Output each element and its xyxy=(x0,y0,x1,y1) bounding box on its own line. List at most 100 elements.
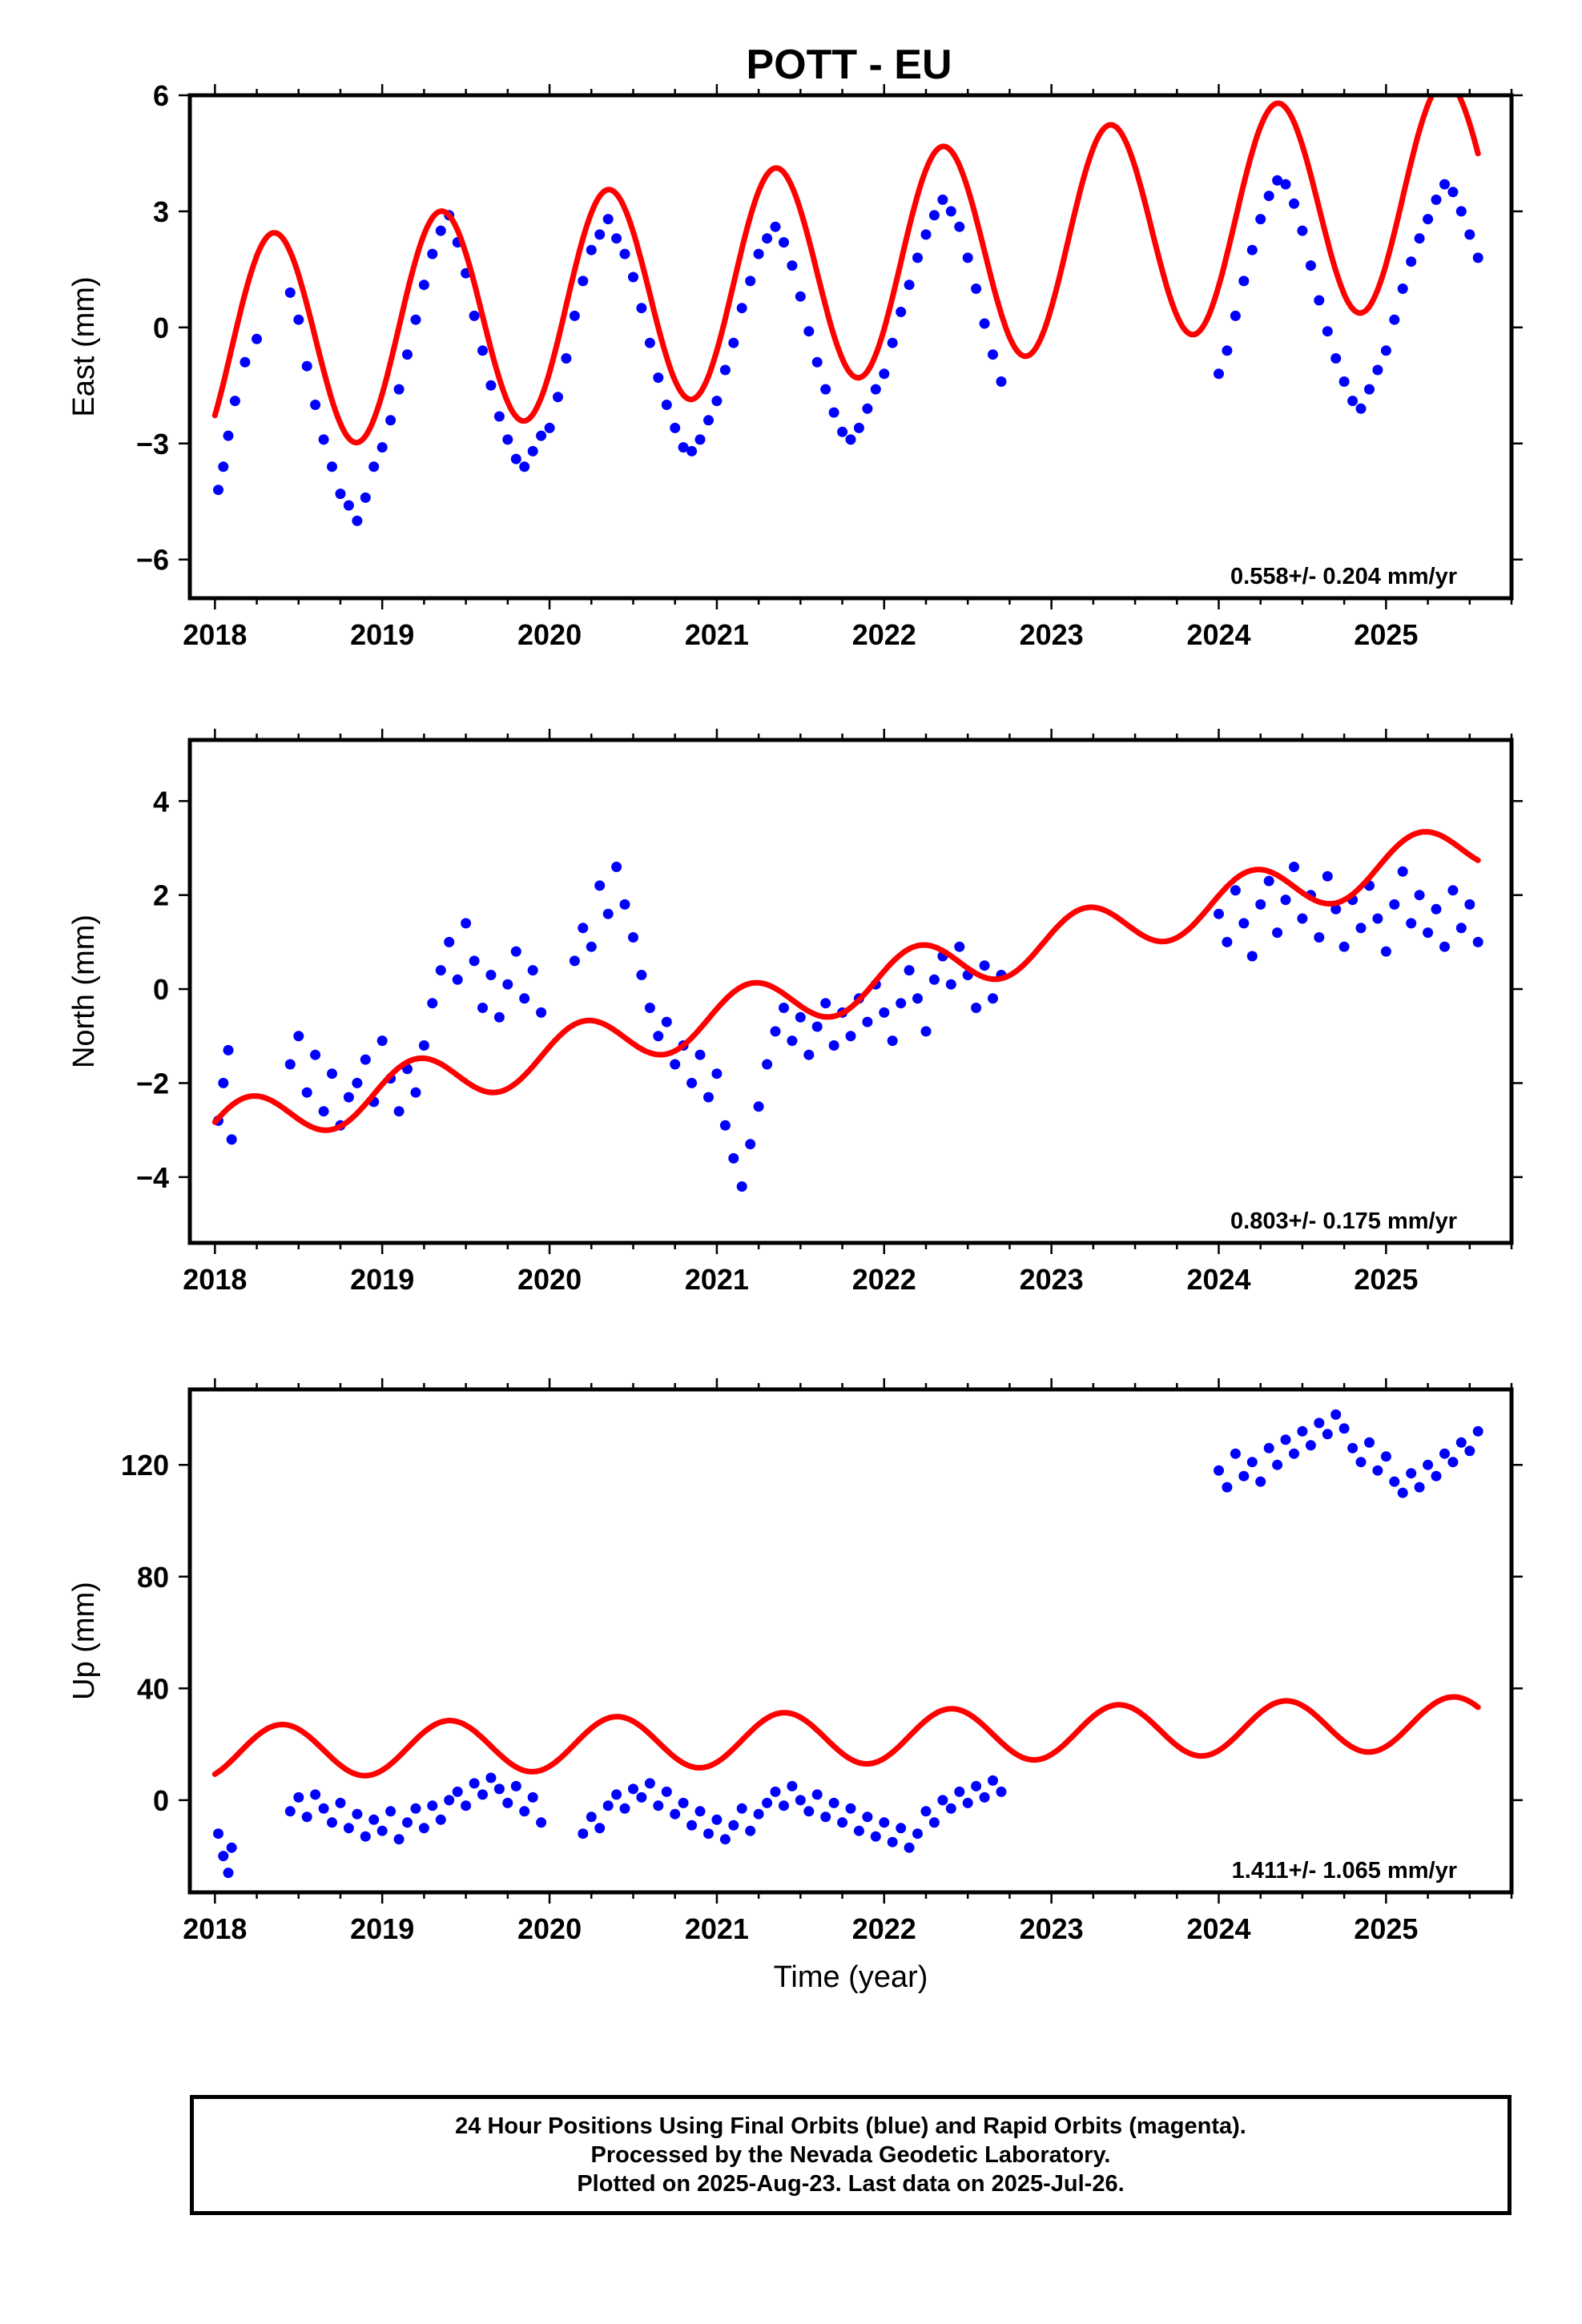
up-data-point xyxy=(971,1780,982,1791)
up-data-point xyxy=(619,1803,630,1814)
north-data-point xyxy=(912,993,923,1004)
east-data-point xyxy=(229,396,240,407)
up-data-point xyxy=(912,1828,923,1839)
east-data-point xyxy=(360,492,371,503)
north-data-point xyxy=(435,965,446,976)
east-y-tick-label: −3 xyxy=(136,428,169,460)
east-y-tick-label: 6 xyxy=(153,79,169,112)
up-data-point xyxy=(223,1868,234,1879)
north-data-point xyxy=(745,1139,756,1150)
north-data-point xyxy=(1397,866,1408,877)
east-data-point xyxy=(527,445,538,456)
east-data-point xyxy=(954,221,965,232)
north-data-point xyxy=(904,965,915,976)
north-data-point xyxy=(1263,875,1274,887)
up-data-point xyxy=(402,1817,413,1828)
north-data-point xyxy=(519,993,530,1004)
up-data-point xyxy=(862,1811,873,1823)
north-data-point xyxy=(1238,918,1250,929)
north-data-point xyxy=(1255,899,1266,910)
north-data-point xyxy=(787,1035,798,1047)
up-data-point xyxy=(611,1789,622,1800)
north-x-tick-label: 2022 xyxy=(852,1263,916,1296)
up-data-point xyxy=(536,1817,547,1828)
east-data-point xyxy=(787,260,798,271)
east-data-point xyxy=(694,434,706,445)
north-data-point xyxy=(779,1003,789,1013)
east-x-tick-label: 2022 xyxy=(852,618,916,651)
up-data-point xyxy=(1389,1476,1400,1487)
north-data-point xyxy=(1330,903,1342,915)
up-data-point xyxy=(1347,1442,1359,1454)
north-data-point xyxy=(360,1054,371,1065)
up-data-point xyxy=(1222,1482,1233,1493)
east-data-point xyxy=(803,326,815,337)
east-data-point xyxy=(879,368,890,380)
east-y-tick-label: 3 xyxy=(153,195,169,228)
up-data-point xyxy=(979,1791,990,1803)
north-data-point xyxy=(1338,941,1350,952)
up-data-point xyxy=(896,1823,907,1834)
north-data-point xyxy=(485,970,497,980)
up-data-point xyxy=(469,1778,480,1789)
up-data-point xyxy=(301,1811,312,1823)
up-data-point xyxy=(988,1775,998,1786)
up-data-point xyxy=(310,1789,321,1800)
east-data-point xyxy=(728,337,739,348)
east-data-point xyxy=(896,307,907,317)
north-data-point xyxy=(418,1040,429,1051)
up-data-point xyxy=(502,1797,513,1808)
north-data-point xyxy=(803,1049,815,1060)
east-data-point xyxy=(1414,233,1425,244)
up-model-curve xyxy=(211,1694,1481,1779)
north-data-point xyxy=(536,1007,547,1018)
north-data-point xyxy=(223,1044,234,1055)
east-data-point xyxy=(544,422,555,433)
east-y-tick-label: −6 xyxy=(136,544,169,577)
north-data-point xyxy=(352,1077,363,1088)
up-data-point xyxy=(636,1791,647,1803)
north-data-point xyxy=(736,1181,747,1192)
up-observations xyxy=(213,1409,1483,1879)
east-data-point xyxy=(1297,225,1308,236)
north-rate-label: 0.803+/- 0.175 mm/yr xyxy=(1230,1208,1457,1234)
up-data-point xyxy=(811,1789,823,1800)
up-data-point xyxy=(1414,1482,1425,1493)
up-data-point xyxy=(670,1808,681,1819)
east-data-point xyxy=(1472,252,1483,263)
up-data-point xyxy=(519,1806,530,1817)
east-data-point xyxy=(327,461,337,472)
north-data-point xyxy=(1222,936,1233,947)
north-data-point xyxy=(971,1003,982,1013)
east-data-point xyxy=(628,271,638,283)
up-data-point xyxy=(368,1814,380,1825)
east-data-point xyxy=(536,430,547,441)
up-data-point xyxy=(452,1786,463,1797)
north-data-point xyxy=(602,908,614,919)
east-data-point xyxy=(1272,175,1283,186)
north-data-point xyxy=(979,960,990,971)
east-data-point xyxy=(1280,179,1291,190)
up-y-tick-label: 80 xyxy=(137,1561,169,1594)
east-data-point xyxy=(703,415,714,426)
up-data-point xyxy=(962,1797,973,1808)
up-data-point xyxy=(485,1772,497,1783)
up-x-tick-label: 2025 xyxy=(1354,1912,1418,1945)
up-data-point xyxy=(318,1803,329,1814)
up-data-point xyxy=(753,1808,764,1819)
north-data-point xyxy=(1322,870,1333,882)
up-data-point xyxy=(418,1823,429,1834)
north-data-point xyxy=(502,979,513,990)
north-data-point xyxy=(493,1011,505,1023)
east-data-point xyxy=(519,461,530,472)
east-data-point xyxy=(553,392,563,403)
north-data-point xyxy=(1214,908,1224,919)
up-data-point xyxy=(728,1819,739,1831)
east-model-curve xyxy=(211,95,1481,446)
north-data-point xyxy=(569,955,580,967)
east-data-point xyxy=(619,248,630,259)
up-data-point xyxy=(1305,1440,1316,1451)
east-data-point xyxy=(1222,345,1233,356)
east-data-point xyxy=(945,206,956,217)
north-data-point xyxy=(1447,885,1459,896)
